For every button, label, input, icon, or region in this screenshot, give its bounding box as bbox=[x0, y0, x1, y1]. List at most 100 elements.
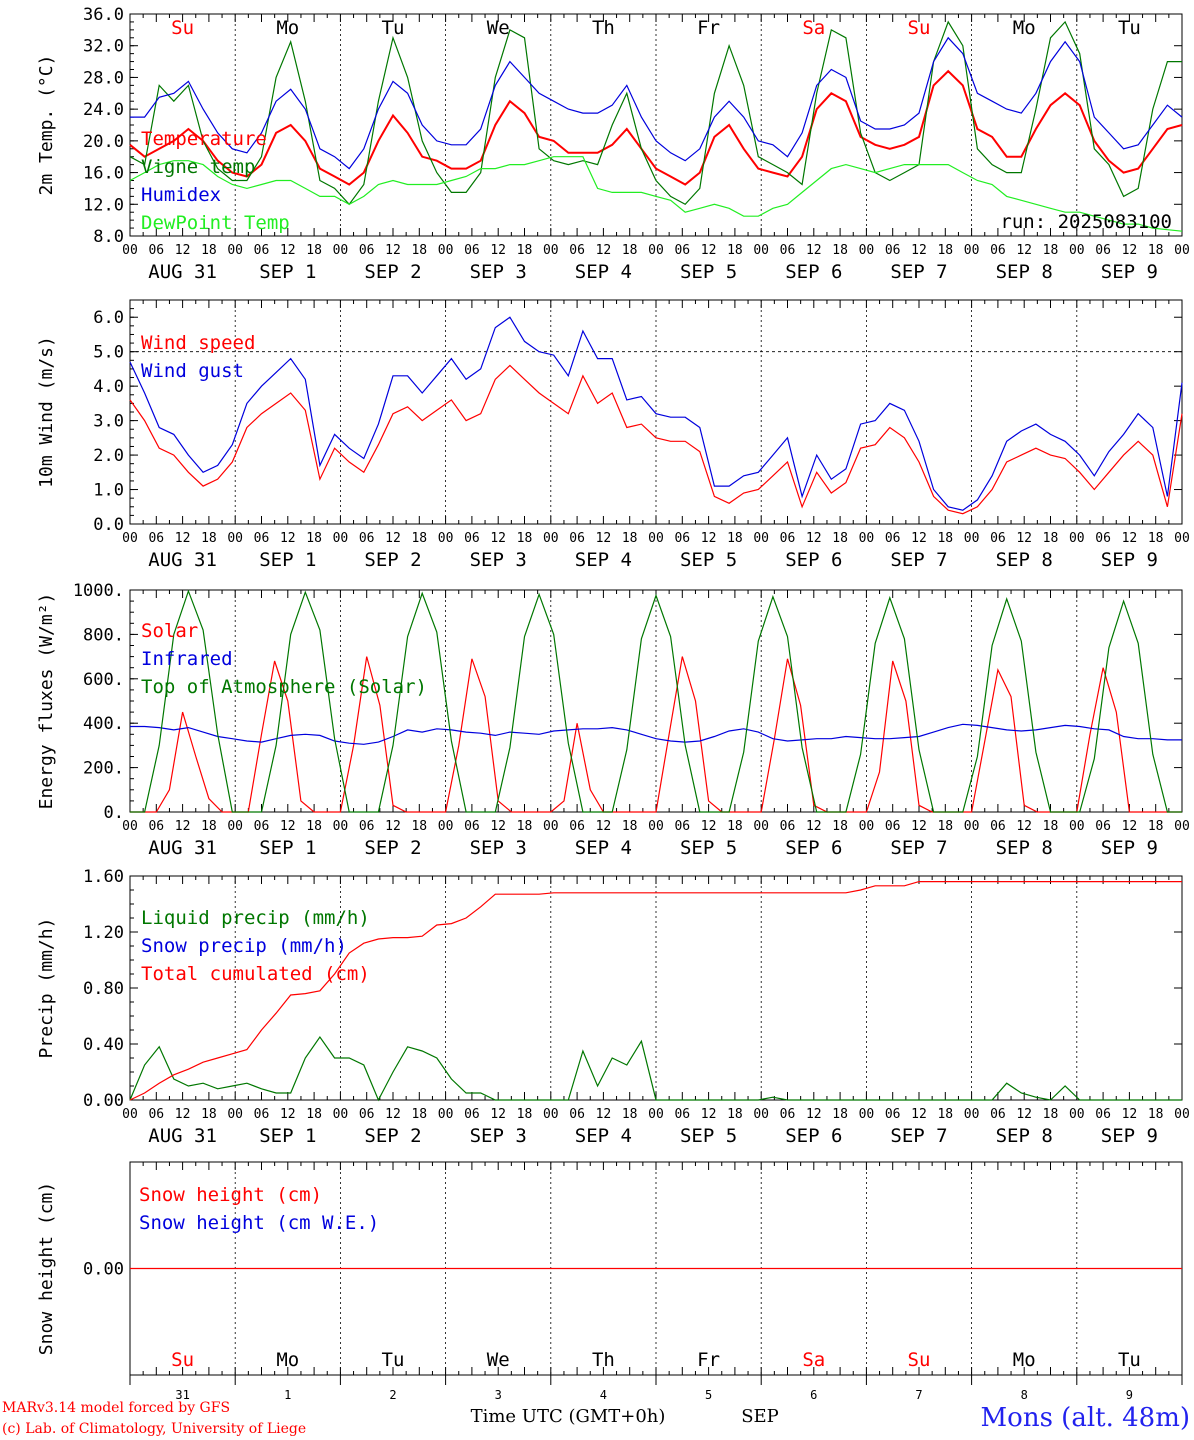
hour-tick-label: 12 bbox=[1016, 531, 1032, 546]
date-label: SEP 5 bbox=[680, 261, 737, 283]
hour-tick-label: 12 bbox=[806, 531, 822, 546]
hour-tick-label: 00 bbox=[859, 531, 875, 546]
day-number-label: 2 bbox=[389, 1388, 396, 1402]
date-label: SEP 8 bbox=[996, 837, 1053, 859]
date-label: SEP 7 bbox=[890, 837, 947, 859]
weekday-label: Mo bbox=[276, 17, 299, 39]
hour-tick-label: 12 bbox=[701, 819, 717, 834]
hour-tick-label: 18 bbox=[832, 243, 848, 258]
hour-tick-label: 18 bbox=[1043, 1107, 1059, 1122]
y-tick-label: 800. bbox=[83, 625, 124, 645]
y-axis-label: Precip (mm/h) bbox=[36, 918, 57, 1059]
day-number-label: 9 bbox=[1126, 1388, 1133, 1402]
weekday-label: Sa bbox=[802, 17, 825, 39]
hour-tick-label: 06 bbox=[569, 243, 585, 258]
date-label: SEP 1 bbox=[259, 549, 316, 571]
hour-tick-label: 06 bbox=[254, 243, 270, 258]
hour-tick-label: 06 bbox=[569, 1107, 585, 1122]
weekday-label-bottom: Su bbox=[908, 1349, 931, 1371]
weekday-label-bottom: Th bbox=[592, 1349, 615, 1371]
hour-tick-label: 00 bbox=[122, 1107, 138, 1122]
legend-entry: Solar bbox=[141, 620, 198, 642]
y-tick-label: 16.0 bbox=[83, 164, 124, 184]
hour-tick-label: 12 bbox=[596, 819, 612, 834]
hour-tick-label: 06 bbox=[254, 1107, 270, 1122]
hour-tick-label: 06 bbox=[780, 819, 796, 834]
day-number-label: 3 bbox=[495, 1388, 502, 1402]
hour-tick-label: 00 bbox=[964, 1107, 980, 1122]
hour-tick-label: 18 bbox=[622, 243, 638, 258]
date-label: SEP 4 bbox=[575, 837, 632, 859]
hour-tick-label: 06 bbox=[780, 243, 796, 258]
hour-tick-label: 18 bbox=[1043, 819, 1059, 834]
date-label: SEP 9 bbox=[1101, 549, 1158, 571]
weekday-label: Su bbox=[908, 17, 931, 39]
chart-panel-2: 0.0 1.0 2.0 3.0 4.0 5.0 6.0 10m Wind (m/s) Wind … bbox=[36, 299, 1190, 571]
hour-tick-label: 06 bbox=[254, 531, 270, 546]
date-label: AUG 31 bbox=[148, 261, 217, 283]
y-axis-label: Energy fluxes (W/m²) bbox=[36, 593, 57, 810]
hour-tick-label: 06 bbox=[1095, 819, 1111, 834]
weekday-label-bottom: Sa bbox=[802, 1349, 825, 1371]
date-label: SEP 2 bbox=[364, 549, 421, 571]
y-tick-label: 0.00 bbox=[83, 1260, 124, 1280]
hour-tick-label: 06 bbox=[569, 819, 585, 834]
hour-tick-label: 06 bbox=[464, 1107, 480, 1122]
hour-tick-label: 00 bbox=[333, 531, 349, 546]
legend-entry: Snow precip (mm/h) bbox=[141, 935, 347, 957]
hour-tick-label: 06 bbox=[148, 1107, 164, 1122]
y-axis-label: 10m Wind (m/s) bbox=[36, 336, 57, 488]
hour-tick-label: 12 bbox=[596, 1107, 612, 1122]
hour-tick-label: 12 bbox=[1016, 1107, 1032, 1122]
date-label: SEP 5 bbox=[680, 837, 737, 859]
date-label: SEP 7 bbox=[890, 549, 947, 571]
hour-tick-label: 06 bbox=[674, 819, 690, 834]
date-label: SEP 1 bbox=[259, 1125, 316, 1147]
hour-tick-label: 12 bbox=[806, 819, 822, 834]
hour-tick-label: 00 bbox=[333, 1107, 349, 1122]
hour-tick-label: 00 bbox=[1069, 531, 1085, 546]
hour-tick-label: 06 bbox=[1095, 243, 1111, 258]
hour-tick-label: 06 bbox=[254, 819, 270, 834]
legend-entry: Wind gust bbox=[141, 360, 244, 382]
hour-tick-label: 18 bbox=[832, 531, 848, 546]
y-tick-label: 6.0 bbox=[93, 308, 124, 328]
hour-tick-label: 00 bbox=[227, 1107, 243, 1122]
hour-tick-label: 12 bbox=[806, 243, 822, 258]
date-label: SEP 7 bbox=[890, 261, 947, 283]
series-line-liquid-precip-mm-h- bbox=[129, 1035, 1182, 1102]
weekday-label: Tu bbox=[382, 17, 405, 39]
hour-tick-label: 18 bbox=[306, 819, 322, 834]
hour-tick-label: 12 bbox=[701, 243, 717, 258]
hour-tick-label: 12 bbox=[596, 243, 612, 258]
day-number-label: 4 bbox=[600, 1388, 607, 1402]
day-number-label: 6 bbox=[810, 1388, 817, 1402]
legend-entry: Snow height (cm) bbox=[139, 1184, 322, 1206]
date-label: SEP 8 bbox=[996, 1125, 1053, 1147]
hour-tick-label: 06 bbox=[464, 243, 480, 258]
hour-tick-label: 18 bbox=[306, 531, 322, 546]
hour-tick-label: 00 bbox=[227, 243, 243, 258]
date-label: SEP 8 bbox=[996, 549, 1053, 571]
hour-tick-label: 18 bbox=[832, 1107, 848, 1122]
y-tick-label: 36.0 bbox=[83, 5, 124, 25]
date-label: SEP 5 bbox=[680, 1125, 737, 1147]
hour-tick-label: 12 bbox=[280, 819, 296, 834]
date-label: SEP 3 bbox=[470, 1125, 527, 1147]
hour-tick-label: 06 bbox=[990, 243, 1006, 258]
hour-tick-label: 06 bbox=[464, 531, 480, 546]
weekday-label: Su bbox=[171, 17, 194, 39]
y-tick-label: 0.0 bbox=[93, 515, 124, 535]
hour-tick-label: 00 bbox=[543, 819, 559, 834]
date-label: SEP 1 bbox=[259, 837, 316, 859]
weekday-label: We bbox=[487, 17, 510, 39]
hour-tick-label: 18 bbox=[937, 1107, 953, 1122]
hour-tick-label: 18 bbox=[727, 819, 743, 834]
y-tick-label: 0. bbox=[104, 803, 124, 823]
hour-tick-label: 18 bbox=[201, 819, 217, 834]
hour-tick-label: 18 bbox=[1148, 1107, 1164, 1122]
legend-entry: Temperature bbox=[141, 128, 267, 150]
hour-tick-label: 18 bbox=[517, 1107, 533, 1122]
hour-tick-label: 12 bbox=[490, 819, 506, 834]
hour-tick-label: 12 bbox=[911, 1107, 927, 1122]
